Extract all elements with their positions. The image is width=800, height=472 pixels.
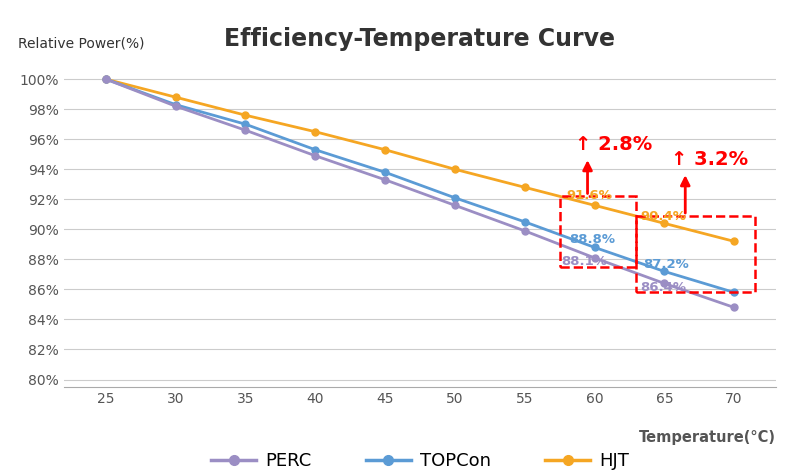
Text: 88.1%: 88.1% [561, 255, 607, 269]
Text: 87.2%: 87.2% [643, 258, 689, 271]
Text: ↑ 2.8%: ↑ 2.8% [575, 135, 652, 154]
Text: 91.6%: 91.6% [566, 189, 612, 202]
Bar [636, 216, 755, 293]
Legend: PERC, TOPCon, HJT: PERC, TOPCon, HJT [204, 445, 636, 472]
Text: 90.4%: 90.4% [641, 211, 686, 223]
Text: 86.4%: 86.4% [641, 281, 686, 294]
Text: ↑ 3.2%: ↑ 3.2% [671, 150, 749, 169]
Title: Efficiency-Temperature Curve: Efficiency-Temperature Curve [225, 26, 615, 51]
Bar [560, 196, 636, 267]
Text: 88.8%: 88.8% [570, 233, 615, 246]
Text: Temperature(°C): Temperature(°C) [639, 430, 776, 445]
Text: Relative Power(%): Relative Power(%) [18, 36, 144, 50]
